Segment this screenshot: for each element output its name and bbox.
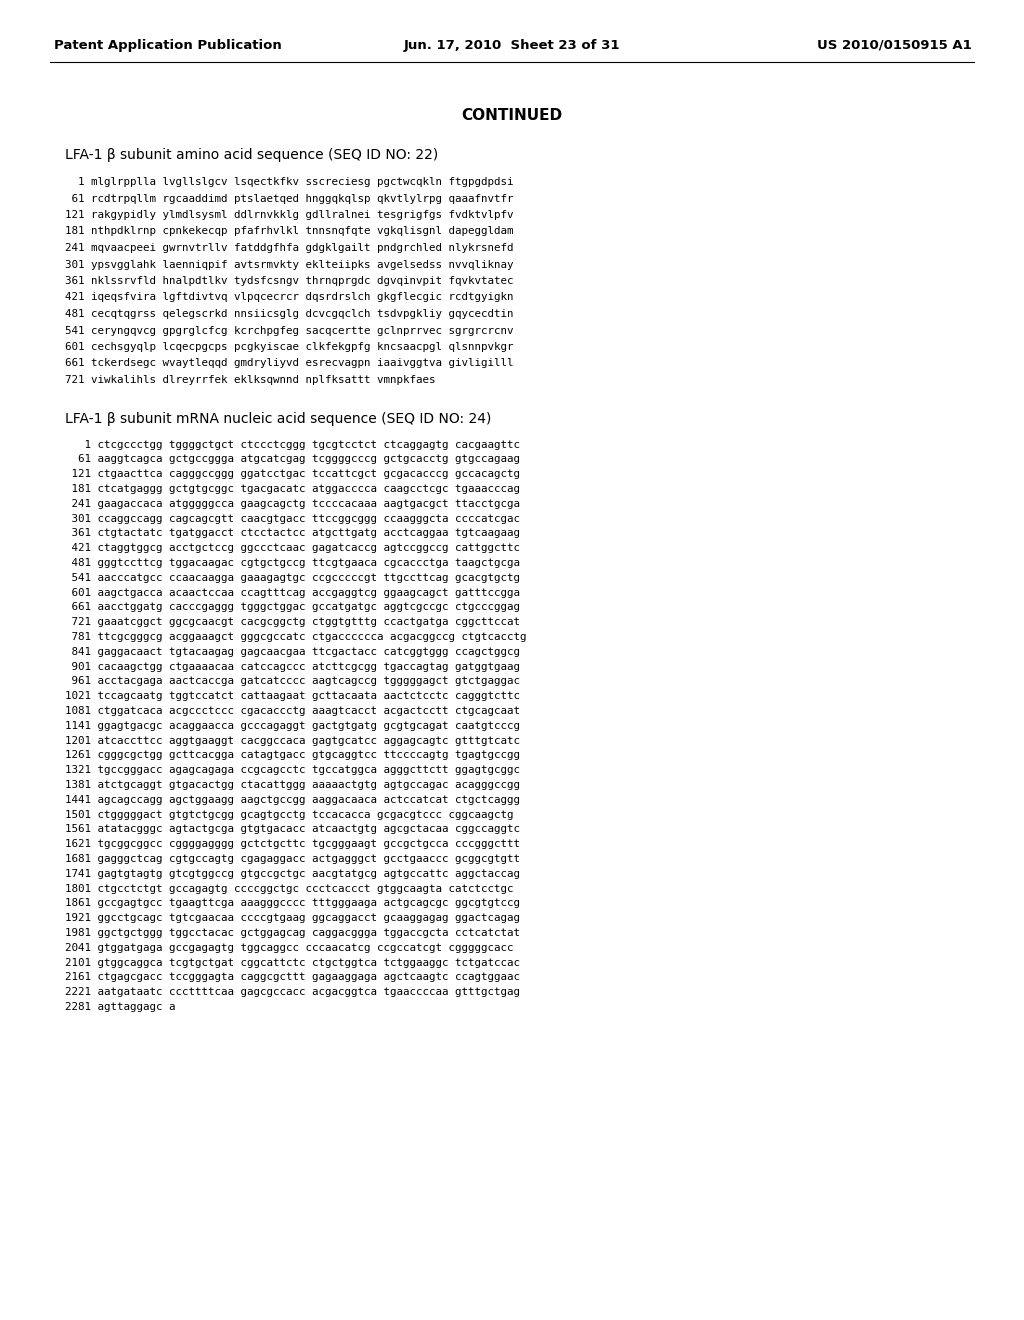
Text: 901 cacaagctgg ctgaaaacaa catccagccc atcttcgcgg tgaccagtag gatggtgaag: 901 cacaagctgg ctgaaaacaa catccagccc atc…	[65, 661, 520, 672]
Text: 541 aacccatgcc ccaacaagga gaaagagtgc ccgcccccgt ttgccttcag gcacgtgctg: 541 aacccatgcc ccaacaagga gaaagagtgc ccg…	[65, 573, 520, 582]
Text: 2221 aatgataatc cccttttcaa gagcgccacc acgacggtca tgaaccccaa gtttgctgag: 2221 aatgataatc cccttttcaa gagcgccacc ac…	[65, 987, 520, 997]
Text: 781 ttcgcgggcg acggaaagct gggcgccatc ctgacccccca acgacggccg ctgtcacctg: 781 ttcgcgggcg acggaaagct gggcgccatc ctg…	[65, 632, 526, 642]
Text: 1741 gagtgtagtg gtcgtggccg gtgccgctgc aacgtatgcg agtgccattc aggctaccag: 1741 gagtgtagtg gtcgtggccg gtgccgctgc aa…	[65, 869, 520, 879]
Text: 961 acctacgaga aactcaccga gatcatcccc aagtcagccg tgggggagct gtctgaggac: 961 acctacgaga aactcaccga gatcatcccc aag…	[65, 676, 520, 686]
Text: 1921 ggcctgcagc tgtcgaacaa ccccgtgaag ggcaggacct gcaaggagag ggactcagag: 1921 ggcctgcagc tgtcgaacaa ccccgtgaag gg…	[65, 913, 520, 923]
Text: 1441 agcagccagg agctggaagg aagctgccgg aaggacaaca actccatcat ctgctcaggg: 1441 agcagccagg agctggaagg aagctgccgg aa…	[65, 795, 520, 805]
Text: Patent Application Publication: Patent Application Publication	[54, 38, 282, 51]
Text: US 2010/0150915 A1: US 2010/0150915 A1	[817, 38, 972, 51]
Text: 721 gaaatcggct ggcgcaacgt cacgcggctg ctggtgtttg ccactgatga cggcttccat: 721 gaaatcggct ggcgcaacgt cacgcggctg ctg…	[65, 618, 520, 627]
Text: 301 ccaggccagg cagcagcgtt caacgtgacc ttccggcggg ccaagggcta ccccatcgac: 301 ccaggccagg cagcagcgtt caacgtgacc ttc…	[65, 513, 520, 524]
Text: 2281 agttaggagc a: 2281 agttaggagc a	[65, 1002, 175, 1012]
Text: 1 mlglrpplla lvgllslgcv lsqectkfkv sscreciesg pgctwcqkln ftgpgdpdsi: 1 mlglrpplla lvgllslgcv lsqectkfkv sscre…	[65, 177, 513, 187]
Text: 1621 tgcggcggcc cggggagggg gctctgcttc tgcgggaagt gccgctgcca cccgggcttt: 1621 tgcggcggcc cggggagggg gctctgcttc tg…	[65, 840, 520, 849]
Text: 721 viwkalihls dlreyrrfek eklksqwnnd nplfksattt vmnpkfaes: 721 viwkalihls dlreyrrfek eklksqwnnd npl…	[65, 375, 435, 385]
Text: 481 cecqtqgrss qelegscrkd nnsiicsglg dcvcgqclch tsdvpgkliy gqycecdtin: 481 cecqtqgrss qelegscrkd nnsiicsglg dcv…	[65, 309, 513, 319]
Text: Jun. 17, 2010  Sheet 23 of 31: Jun. 17, 2010 Sheet 23 of 31	[403, 38, 621, 51]
Text: 1681 gagggctcag cgtgccagtg cgagaggacc actgagggct gcctgaaccc gcggcgtgtt: 1681 gagggctcag cgtgccagtg cgagaggacc ac…	[65, 854, 520, 863]
Text: 61 rcdtrpqllm rgcaaddimd ptslaetqed hnggqkqlsp qkvtlylrpg qaaafnvtfr: 61 rcdtrpqllm rgcaaddimd ptslaetqed hngg…	[65, 194, 513, 203]
Text: 1501 ctgggggact gtgtctgcgg gcagtgcctg tccacacca gcgacgtccc cggcaagctg: 1501 ctgggggact gtgtctgcgg gcagtgcctg tc…	[65, 809, 513, 820]
Text: 241 mqvaacpeei gwrnvtrllv fatddgfhfa gdgklgailt pndgrchled nlykrsnefd: 241 mqvaacpeei gwrnvtrllv fatddgfhfa gdg…	[65, 243, 513, 253]
Text: 1 ctcgccctgg tggggctgct ctccctcggg tgcgtcctct ctcaggagtg cacgaagttc: 1 ctcgccctgg tggggctgct ctccctcggg tgcgt…	[65, 440, 520, 450]
Text: 241 gaagaccaca atgggggcca gaagcagctg tccccacaaa aagtgacgct ttacctgcga: 241 gaagaccaca atgggggcca gaagcagctg tcc…	[65, 499, 520, 508]
Text: 2101 gtggcaggca tcgtgctgat cggcattctc ctgctggtca tctggaaggc tctgatccac: 2101 gtggcaggca tcgtgctgat cggcattctc ct…	[65, 957, 520, 968]
Text: 2041 gtggatgaga gccgagagtg tggcaggcc cccaacatcg ccgccatcgt cgggggcacc: 2041 gtggatgaga gccgagagtg tggcaggcc ccc…	[65, 942, 513, 953]
Text: 301 ypsvgglahk laenniqpif avtsrmvkty eklteiipks avgelsedss nvvqliknay: 301 ypsvgglahk laenniqpif avtsrmvkty ekl…	[65, 260, 513, 269]
Text: 421 ctaggtggcg acctgctccg ggccctcaac gagatcaccg agtccggccg cattggcttc: 421 ctaggtggcg acctgctccg ggccctcaac gag…	[65, 543, 520, 553]
Text: 181 ctcatgaggg gctgtgcggc tgacgacatc atggacccca caagcctcgc tgaaacccag: 181 ctcatgaggg gctgtgcggc tgacgacatc atg…	[65, 484, 520, 494]
Text: 2161 ctgagcgacc tccgggagta caggcgcttt gagaaggaga agctcaagtc ccagtggaac: 2161 ctgagcgacc tccgggagta caggcgcttt ga…	[65, 973, 520, 982]
Text: 1801 ctgcctctgt gccagagtg ccccggctgc ccctcaccct gtggcaagta catctcctgc: 1801 ctgcctctgt gccagagtg ccccggctgc ccc…	[65, 883, 513, 894]
Text: 181 nthpdklrnp cpnkekecqp pfafrhvlkl tnnsnqfqte vgkqlisgnl dapeggldam: 181 nthpdklrnp cpnkekecqp pfafrhvlkl tnn…	[65, 227, 513, 236]
Text: CONTINUED: CONTINUED	[462, 107, 562, 123]
Text: 1861 gccgagtgcc tgaagttcga aaagggcccc tttgggaaga actgcagcgc ggcgtgtccg: 1861 gccgagtgcc tgaagttcga aaagggcccc tt…	[65, 899, 520, 908]
Text: 601 aagctgacca acaactccaa ccagtttcag accgaggtcg ggaagcagct gatttccgga: 601 aagctgacca acaactccaa ccagtttcag acc…	[65, 587, 520, 598]
Text: 661 tckerdsegc wvaytleqqd gmdryliyvd esrecvagpn iaaivggtva givligilll: 661 tckerdsegc wvaytleqqd gmdryliyvd esr…	[65, 359, 513, 368]
Text: 1141 ggagtgacgc acaggaacca gcccagaggt gactgtgatg gcgtgcagat caatgtcccg: 1141 ggagtgacgc acaggaacca gcccagaggt ga…	[65, 721, 520, 731]
Text: 361 nklssrvfld hnalpdtlkv tydsfcsngv thrnqprgdc dgvqinvpit fqvkvtatec: 361 nklssrvfld hnalpdtlkv tydsfcsngv thr…	[65, 276, 513, 286]
Text: 601 cechsgyqlp lcqecpgcps pcgkyiscae clkfekgpfg kncsaacpgl qlsnnpvkgr: 601 cechsgyqlp lcqecpgcps pcgkyiscae clk…	[65, 342, 513, 352]
Text: 121 rakgypidly ylmdlsysml ddlrnvkklg gdllralnei tesgrigfgs fvdktvlpfv: 121 rakgypidly ylmdlsysml ddlrnvkklg gdl…	[65, 210, 513, 220]
Text: 1381 atctgcaggt gtgacactgg ctacattggg aaaaactgtg agtgccagac acagggccgg: 1381 atctgcaggt gtgacactgg ctacattggg aa…	[65, 780, 520, 789]
Text: 421 iqeqsfvira lgftdivtvq vlpqcecrcr dqsrdrslch gkgflecgic rcdtgyigkn: 421 iqeqsfvira lgftdivtvq vlpqcecrcr dqs…	[65, 293, 513, 302]
Text: 1081 ctggatcaca acgccctccc cgacaccctg aaagtcacct acgactcctt ctgcagcaat: 1081 ctggatcaca acgccctccc cgacaccctg aa…	[65, 706, 520, 715]
Text: 1321 tgccgggacc agagcagaga ccgcagcctc tgccatggca agggcttctt ggagtgcggc: 1321 tgccgggacc agagcagaga ccgcagcctc tg…	[65, 766, 520, 775]
Text: 841 gaggacaact tgtacaagag gagcaacgaa ttcgactacc catcggtggg ccagctggcg: 841 gaggacaact tgtacaagag gagcaacgaa ttc…	[65, 647, 520, 657]
Text: 481 gggtccttcg tggacaagac cgtgctgccg ttcgtgaaca cgcaccctga taagctgcga: 481 gggtccttcg tggacaagac cgtgctgccg ttc…	[65, 558, 520, 568]
Text: 1981 ggctgctggg tggcctacac gctggagcag caggacggga tggaccgcta cctcatctat: 1981 ggctgctggg tggcctacac gctggagcag ca…	[65, 928, 520, 939]
Text: 1561 atatacgggc agtactgcga gtgtgacacc atcaactgtg agcgctacaa cggccaggtc: 1561 atatacgggc agtactgcga gtgtgacacc at…	[65, 824, 520, 834]
Text: 1021 tccagcaatg tggtccatct cattaagaat gcttacaata aactctcctc cagggtcttc: 1021 tccagcaatg tggtccatct cattaagaat gc…	[65, 692, 520, 701]
Text: 361 ctgtactatc tgatggacct ctcctactcc atgcttgatg acctcaggaa tgtcaagaag: 361 ctgtactatc tgatggacct ctcctactcc atg…	[65, 528, 520, 539]
Text: 61 aaggtcagca gctgccggga atgcatcgag tcggggcccg gctgcacctg gtgccagaag: 61 aaggtcagca gctgccggga atgcatcgag tcgg…	[65, 454, 520, 465]
Text: LFA-1 β subunit amino acid sequence (SEQ ID NO: 22): LFA-1 β subunit amino acid sequence (SEQ…	[65, 148, 438, 162]
Text: 541 ceryngqvcg gpgrglcfcg kcrchpgfeg sacqcertte gclnprrvec sgrgrcrcnv: 541 ceryngqvcg gpgrglcfcg kcrchpgfeg sac…	[65, 326, 513, 335]
Text: 121 ctgaacttca cagggccggg ggatcctgac tccattcgct gcgacacccg gccacagctg: 121 ctgaacttca cagggccggg ggatcctgac tcc…	[65, 469, 520, 479]
Text: 1261 cgggcgctgg gcttcacgga catagtgacc gtgcaggtcc ttccccagtg tgagtgccgg: 1261 cgggcgctgg gcttcacgga catagtgacc gt…	[65, 750, 520, 760]
Text: LFA-1 β subunit mRNA nucleic acid sequence (SEQ ID NO: 24): LFA-1 β subunit mRNA nucleic acid sequen…	[65, 412, 492, 425]
Text: 1201 atcaccttcc aggtgaaggt cacggccaca gagtgcatcc aggagcagtc gtttgtcatc: 1201 atcaccttcc aggtgaaggt cacggccaca ga…	[65, 735, 520, 746]
Text: 661 aacctggatg cacccgaggg tgggctggac gccatgatgc aggtcgccgc ctgcccggag: 661 aacctggatg cacccgaggg tgggctggac gcc…	[65, 602, 520, 612]
